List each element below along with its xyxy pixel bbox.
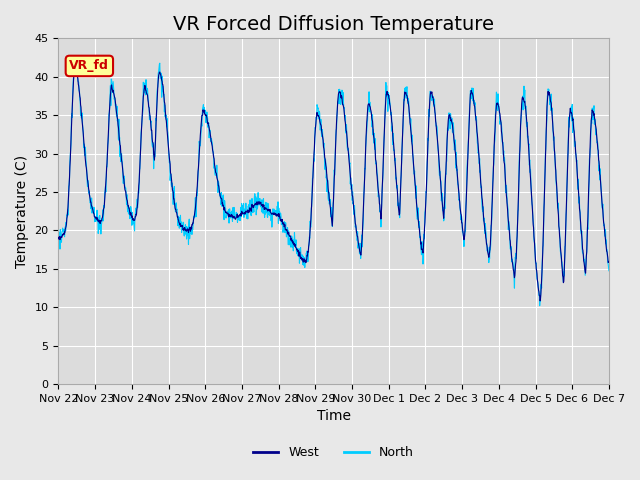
X-axis label: Time: Time [317, 409, 351, 423]
Y-axis label: Temperature (C): Temperature (C) [15, 155, 29, 268]
Title: VR Forced Diffusion Temperature: VR Forced Diffusion Temperature [173, 15, 494, 34]
Legend: West, North: West, North [248, 441, 419, 464]
Text: VR_fd: VR_fd [69, 60, 109, 72]
